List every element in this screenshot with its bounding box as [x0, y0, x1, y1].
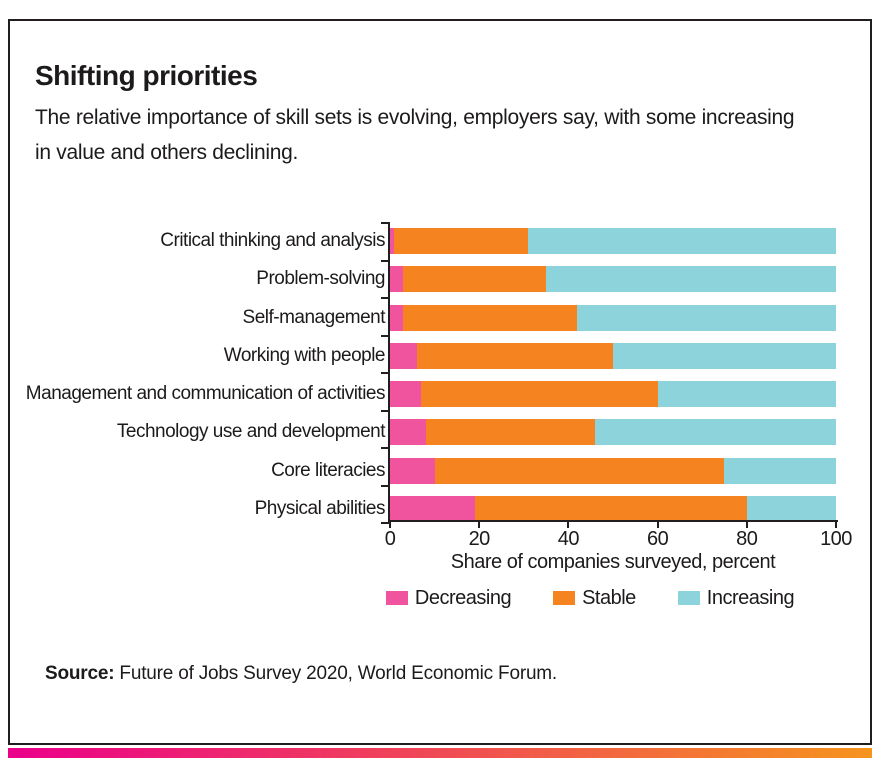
y-axis-tick: [381, 484, 390, 487]
chart-row: Technology use and development: [10, 419, 836, 446]
category-label: Critical thinking and analysis: [160, 230, 385, 251]
bar-segment-decreasing: [390, 381, 422, 408]
x-axis-tick-label: 20: [468, 528, 491, 550]
x-axis-tick: [389, 522, 391, 528]
source-note: Source: Future of Jobs Survey 2020, Worl…: [45, 663, 557, 685]
x-axis-tick: [745, 522, 748, 528]
bar-segment-stable: [474, 495, 747, 522]
bar-segment-stable: [403, 266, 547, 293]
legend-label: Increasing: [706, 586, 795, 609]
legend-item-decreasing: Decreasing: [385, 586, 512, 610]
bar-stack: [390, 381, 836, 408]
category-label: Physical abilities: [254, 497, 386, 519]
x-axis-tick: [835, 522, 837, 528]
bar-segment-increasing: [612, 342, 836, 369]
y-axis-tick: [381, 372, 390, 374]
category-label: Core literacies: [271, 459, 385, 481]
bar-segment-decreasing: [390, 342, 417, 369]
bar-segment-increasing: [595, 419, 836, 446]
category-label: Working with people: [223, 344, 386, 366]
bar-segment-decreasing: [390, 457, 435, 484]
x-axis-tick: [478, 522, 481, 528]
chart-subtitle: The relative importance of skill sets is…: [35, 100, 795, 170]
chart-row: Problem-solving: [10, 266, 836, 293]
y-axis-tick: [381, 222, 390, 224]
x-axis-tick-label: 0: [384, 528, 396, 550]
bar-segment-stable: [434, 457, 725, 484]
x-axis: 0 20 40 60 80 100: [385, 522, 852, 582]
y-axis-tick: [381, 334, 390, 337]
y-axis-ticks: [381, 222, 390, 524]
bar-segment-stable: [421, 381, 658, 408]
bar-segment-stable: [394, 228, 529, 254]
chart-title: Shifting priorities: [35, 60, 258, 91]
x-axis-tick-label: 80: [736, 528, 758, 550]
x-axis-tick-label: 60: [646, 528, 669, 550]
bar-segment-increasing: [724, 457, 836, 484]
chart-row: Management and communication of activiti…: [10, 381, 836, 408]
bar-segment-increasing: [746, 495, 836, 522]
chart-legend: Decreasing Stable Increasing: [367, 587, 813, 609]
subtitle-line-2: in value and others declining.: [35, 141, 299, 164]
legend-item-increasing: Increasing: [677, 586, 795, 610]
bar-segment-increasing: [577, 304, 836, 331]
legend-label: Stable: [582, 586, 636, 609]
bar-segment-increasing: [657, 381, 836, 408]
y-axis-tick: [381, 447, 390, 449]
source-text: Future of Jobs Survey 2020, World Econom…: [114, 663, 558, 684]
bar-segment-decreasing: [390, 419, 426, 446]
increasing-swatch-icon: [677, 591, 700, 605]
bar-segment-increasing: [546, 266, 836, 293]
y-axis-tick: [381, 522, 390, 524]
bar-stack: [390, 304, 836, 331]
chart-rows: Critical thinking and analysis Problem-so…: [10, 228, 836, 522]
bar-stack: [390, 457, 836, 484]
subtitle-line-1: The relative importance of skill sets is…: [35, 106, 795, 129]
x-axis-line: [388, 520, 838, 522]
bar-stack: [390, 266, 836, 293]
bar-stack: [390, 419, 836, 446]
accent-gradient-bar: [8, 748, 872, 758]
bar-segment-stable: [403, 304, 578, 331]
source-label: Source:: [45, 663, 115, 684]
bar-stack: [390, 228, 836, 254]
y-axis-tick: [381, 259, 390, 262]
category-label: Self-management: [242, 306, 386, 328]
y-axis-tick: [381, 297, 390, 299]
x-axis-tick: [656, 522, 659, 528]
bar-segment-decreasing: [390, 495, 475, 522]
bar-segment-stable: [425, 419, 596, 446]
bar-stack: [390, 495, 836, 522]
chart-row: Physical abilities: [10, 495, 836, 522]
legend-item-stable: Stable: [553, 587, 636, 610]
bar-segment-decreasing: [390, 266, 404, 293]
category-label: Management and communication of activiti…: [25, 383, 386, 405]
bar-segment-decreasing: [390, 304, 404, 331]
chart-row: Self-management: [10, 304, 836, 331]
bar-segment-increasing: [528, 228, 836, 254]
x-axis-tick: [567, 522, 570, 528]
bar-segment-decreasing: [390, 228, 395, 254]
legend-label: Decreasing: [414, 586, 512, 609]
x-axis-tick-label: 40: [557, 528, 580, 550]
y-axis-tick: [381, 409, 390, 412]
x-axis-tick-label: 100: [820, 528, 852, 550]
x-axis-title: Share of companies surveyed, percent: [450, 551, 776, 573]
bar-segment-stable: [416, 342, 613, 369]
chart-row: Critical thinking and analysis: [10, 228, 836, 254]
decreasing-swatch-icon: [385, 591, 408, 605]
category-label: Technology use and development: [116, 421, 386, 443]
category-label: Problem-solving: [256, 268, 385, 290]
stable-swatch-icon: [553, 591, 576, 605]
chart-row: Working with people: [10, 342, 836, 369]
bar-stack: [390, 342, 836, 369]
chart-row: Core literacies: [10, 457, 836, 484]
